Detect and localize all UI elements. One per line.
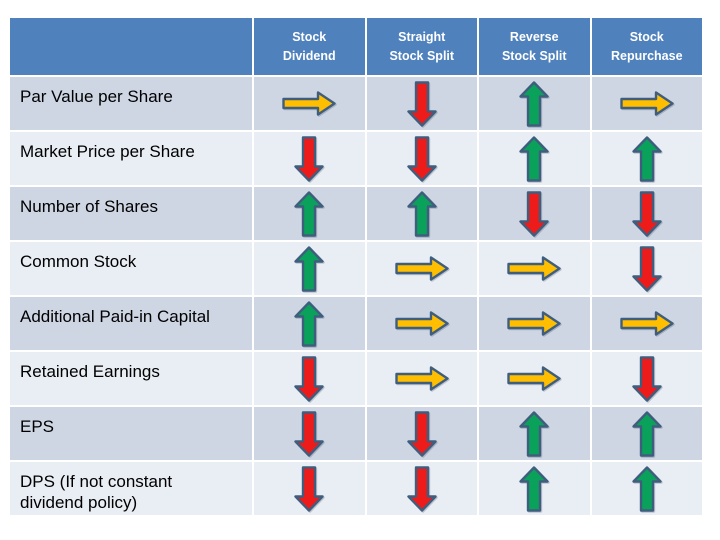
- right-arrow-icon: [395, 256, 449, 281]
- arrow-cell: [479, 77, 590, 130]
- down-arrow-icon: [632, 245, 662, 292]
- arrow-cell: [366, 352, 477, 405]
- arrow-cell: [366, 77, 477, 130]
- arrow-cell: [366, 242, 477, 295]
- up-arrow-icon: [632, 465, 662, 512]
- up-arrow-icon: [294, 245, 324, 292]
- row-label: Retained Earnings: [10, 352, 252, 405]
- down-arrow-icon: [519, 190, 549, 237]
- down-arrow-icon: [632, 355, 662, 402]
- arrow-cell: [254, 462, 365, 515]
- row-label: DPS (If not constant dividend policy): [10, 462, 252, 515]
- arrow-cell: [591, 77, 702, 130]
- right-arrow-icon: [282, 91, 336, 116]
- arrow-cell: [591, 242, 702, 295]
- arrow-cell: [254, 242, 365, 295]
- row-label: EPS: [10, 407, 252, 460]
- down-arrow-icon: [407, 80, 437, 127]
- up-arrow-icon: [519, 135, 549, 182]
- column-header: Stock Dividend: [254, 18, 365, 75]
- down-arrow-icon: [294, 410, 324, 457]
- arrow-cell: [591, 352, 702, 405]
- arrow-cell: [591, 462, 702, 515]
- right-arrow-icon: [395, 366, 449, 391]
- arrow-cell: [479, 407, 590, 460]
- down-arrow-icon: [407, 465, 437, 512]
- down-arrow-icon: [632, 190, 662, 237]
- row-label: Common Stock: [10, 242, 252, 295]
- up-arrow-icon: [519, 410, 549, 457]
- row-label: Par Value per Share: [10, 77, 252, 130]
- arrow-cell: [254, 187, 365, 240]
- arrow-cell: [479, 462, 590, 515]
- right-arrow-icon: [620, 91, 674, 116]
- row-label: Additional Paid-in Capital: [10, 297, 252, 350]
- arrow-cell: [254, 132, 365, 185]
- right-arrow-icon: [507, 311, 561, 336]
- arrow-cell: [479, 242, 590, 295]
- arrow-cell: [366, 297, 477, 350]
- arrow-cell: [254, 407, 365, 460]
- up-arrow-icon: [632, 135, 662, 182]
- up-arrow-icon: [294, 300, 324, 347]
- column-header: Stock Repurchase: [591, 18, 702, 75]
- arrow-cell: [366, 462, 477, 515]
- down-arrow-icon: [294, 465, 324, 512]
- arrow-cell: [254, 297, 365, 350]
- arrow-cell: [591, 297, 702, 350]
- up-arrow-icon: [519, 465, 549, 512]
- arrow-cell: [254, 77, 365, 130]
- arrow-cell: [366, 407, 477, 460]
- arrow-cell: [591, 187, 702, 240]
- arrow-cell: [254, 352, 365, 405]
- right-arrow-icon: [395, 311, 449, 336]
- down-arrow-icon: [407, 135, 437, 182]
- arrow-cell: [479, 132, 590, 185]
- arrow-cell: [479, 187, 590, 240]
- arrow-cell: [479, 352, 590, 405]
- arrow-cell: [479, 297, 590, 350]
- column-header: Reverse Stock Split: [479, 18, 590, 75]
- arrow-cell: [366, 187, 477, 240]
- effects-table: Stock Dividend Straight Stock Split Revers…: [10, 18, 702, 515]
- up-arrow-icon: [632, 410, 662, 457]
- arrow-cell: [591, 132, 702, 185]
- row-label: Market Price per Share: [10, 132, 252, 185]
- right-arrow-icon: [620, 311, 674, 336]
- right-arrow-icon: [507, 366, 561, 391]
- corner-header-cell: [10, 18, 252, 75]
- arrow-cell: [591, 407, 702, 460]
- up-arrow-icon: [407, 190, 437, 237]
- arrow-cell: [366, 132, 477, 185]
- up-arrow-icon: [294, 190, 324, 237]
- right-arrow-icon: [507, 256, 561, 281]
- down-arrow-icon: [294, 135, 324, 182]
- down-arrow-icon: [407, 410, 437, 457]
- down-arrow-icon: [294, 355, 324, 402]
- row-label: Number of Shares: [10, 187, 252, 240]
- column-header: Straight Stock Split: [366, 18, 477, 75]
- up-arrow-icon: [519, 80, 549, 127]
